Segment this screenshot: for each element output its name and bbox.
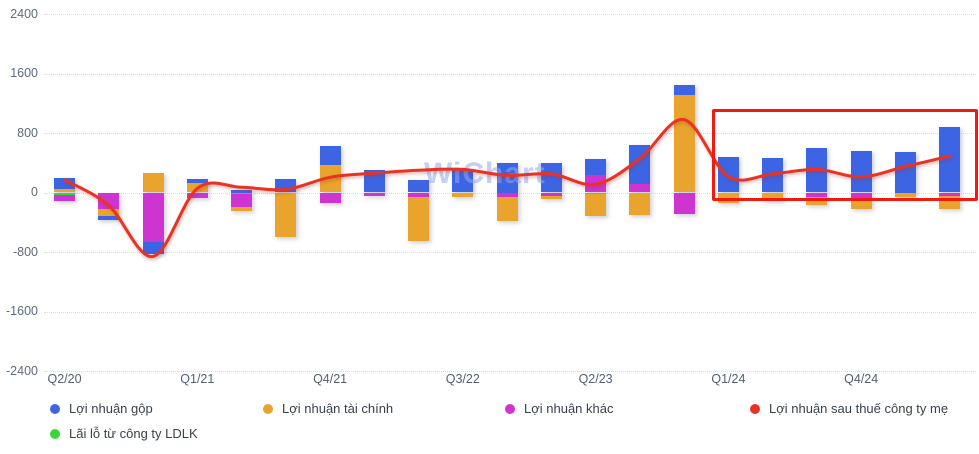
bar-segment-gop[interactable] <box>231 189 252 193</box>
bar-segment-khac[interactable] <box>98 192 120 209</box>
bar-segment-gop[interactable] <box>629 144 651 184</box>
bar-segment-tai-chinh[interactable] <box>98 208 120 216</box>
legend-dot-sau-thue-icon <box>750 403 760 414</box>
legend-item-tai-chinh[interactable]: Lợi nhuận tài chính <box>263 401 393 416</box>
y-axis-tick-label: 0 <box>31 185 38 199</box>
legend-item-khac[interactable]: Lợi nhuận khác <box>505 401 613 416</box>
bar-Q2/22 <box>408 0 430 454</box>
bar-segment-tai-chinh[interactable] <box>54 188 75 193</box>
bar-Q4/20 <box>142 0 164 454</box>
bar-Q2/21 <box>231 0 252 454</box>
legend-label-ldlk: Lãi lỗ từ công ty LDLK <box>69 426 198 441</box>
bar-Q3/24 <box>806 0 828 454</box>
bar-segment-tai-chinh[interactable] <box>408 197 430 241</box>
bar-Q4/22 <box>496 0 518 454</box>
bar-segment-tai-chinh[interactable] <box>585 194 607 216</box>
bar-Q2/25 <box>939 0 961 454</box>
bar-Q4/23 <box>673 0 695 454</box>
bar-segment-khac[interactable] <box>673 192 695 215</box>
bar-segment-tai-chinh[interactable] <box>231 206 252 211</box>
x-axis-tick-label: Q2/23 <box>578 372 613 386</box>
legend-item-ldlk[interactable]: Lãi lỗ từ công ty LDLK <box>50 426 198 441</box>
legend-label-sau-thue: Lợi nhuận sau thuế công ty mẹ <box>769 401 949 416</box>
y-axis-tick-label: -1600 <box>6 304 38 318</box>
bar-segment-khac[interactable] <box>629 183 651 193</box>
bar-Q1/21 <box>186 0 208 454</box>
bar-Q4/21 <box>319 0 341 454</box>
bar-segment-tai-chinh[interactable] <box>629 192 651 215</box>
bar-Q1/25 <box>894 0 916 454</box>
legend-label-tai-chinh: Lợi nhuận tài chính <box>282 401 394 416</box>
bar-segment-gop[interactable] <box>585 159 607 176</box>
x-axis-tick-label: Q3/22 <box>445 372 480 386</box>
bar-segment-khac[interactable] <box>231 194 252 207</box>
y-axis-tick-label: 800 <box>17 125 38 140</box>
bar-segment-khac[interactable] <box>142 192 164 242</box>
legend-item-sau-thue[interactable]: Lợi nhuận sau thuế công ty mẹ <box>750 401 948 416</box>
bar-segment-gop[interactable] <box>319 146 341 165</box>
bar-segment-gop[interactable] <box>186 178 208 184</box>
bar-segment-khac[interactable] <box>363 192 385 196</box>
bar-segment-khac[interactable] <box>585 175 607 193</box>
bar-Q3/20 <box>98 0 120 454</box>
x-axis-tick-label: Q1/24 <box>711 372 746 386</box>
x-axis-tick-label: Q4/24 <box>844 372 879 386</box>
bar-segment-tai-chinh[interactable] <box>496 196 518 221</box>
bar-segment-gop[interactable] <box>275 178 297 193</box>
y-axis-tick-label: 2400 <box>10 6 38 21</box>
bar-segment-gop[interactable] <box>673 84 695 95</box>
bar-segment-tai-chinh[interactable] <box>452 192 474 198</box>
gridline <box>44 14 976 15</box>
x-axis-tick-label: Q4/21 <box>313 372 348 386</box>
bar-Q1/24 <box>717 0 739 454</box>
legend-dot-khac-icon <box>505 403 515 414</box>
bar-Q4/24 <box>850 0 872 454</box>
gridline <box>44 371 976 372</box>
bar-segment-khac[interactable] <box>54 194 75 202</box>
bar-Q2/20 <box>54 0 75 454</box>
bar-segment-tai-chinh[interactable] <box>673 94 695 193</box>
y-axis-tick-label: -2400 <box>6 363 38 378</box>
legend-item-gop[interactable]: Lợi nhuận gộp <box>50 401 153 416</box>
bar-segment-tai-chinh[interactable] <box>142 173 164 193</box>
bar-segment-khac[interactable] <box>186 192 208 199</box>
bar-segment-gop[interactable] <box>54 177 75 189</box>
bar-segment-gop[interactable] <box>363 170 385 193</box>
gridline <box>44 311 976 313</box>
bar-Q2/23 <box>585 0 607 454</box>
bar-Q3/21 <box>275 0 297 454</box>
x-axis-tick-label: Q2/20 <box>47 372 82 386</box>
legend-dot-tai-chinh-icon <box>263 403 273 414</box>
bar-Q3/22 <box>452 0 474 454</box>
watermark: WiChart <box>424 157 546 190</box>
bar-segment-tai-chinh[interactable] <box>186 183 208 193</box>
x-axis-tick-label: Q1/21 <box>180 372 215 386</box>
gridline <box>44 73 976 75</box>
bar-Q3/23 <box>629 0 651 454</box>
bar-segment-gop[interactable] <box>142 241 164 254</box>
legend-label-khac: Lợi nhuận khác <box>524 401 614 416</box>
bar-segment-gop[interactable] <box>98 215 120 220</box>
legend-label-gop: Lợi nhuận gộp <box>69 401 153 416</box>
bar-segment-khac[interactable] <box>319 192 341 204</box>
bar-segment-tai-chinh[interactable] <box>275 192 297 238</box>
y-axis-tick-label: -800 <box>12 244 38 259</box>
legend-dot-gop-icon <box>50 403 60 414</box>
bar-segment-tai-chinh[interactable] <box>540 195 562 199</box>
legend-dot-ldlk-icon <box>50 428 60 439</box>
bar-Q2/24 <box>762 0 784 454</box>
bar-Q1/23 <box>540 0 562 454</box>
bar-segment-tai-chinh[interactable] <box>319 164 341 193</box>
bar-Q1/22 <box>363 0 385 454</box>
y-axis-tick-label: 1600 <box>10 66 38 80</box>
highlight-box <box>711 109 978 202</box>
